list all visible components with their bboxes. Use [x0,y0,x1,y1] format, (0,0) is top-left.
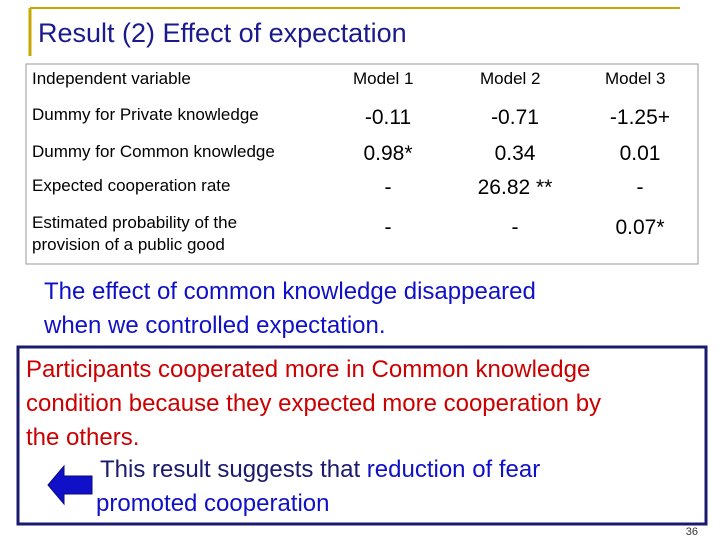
table-cell: 0.34 [494,142,536,165]
table-cell: 0.07* [615,216,665,239]
table-cell: 0.98* [363,142,413,165]
row-label: Estimated probability of the [32,213,238,232]
conclusion-highlight: reduction of fear [366,456,541,483]
table-cell: 26.82 ** [477,176,553,199]
table-cell: 0.01 [619,142,661,165]
table-header: Model 3 [605,69,666,88]
table-header: Model 1 [353,69,414,88]
page-number: 36 [685,526,698,538]
box-line: the others. [26,424,140,451]
table-cell: - [384,176,392,199]
row-label: Dummy for Common knowledge [32,142,275,161]
table-header: Model 2 [480,69,541,88]
table-cell: -0.11 [364,106,412,129]
conclusion-box [16,345,708,526]
arrow-icon [47,464,93,506]
row-label: Expected cooperation rate [32,176,231,195]
table-header: Independent variable [32,69,191,88]
table-cell: - [636,176,644,199]
note-line: The effect of common knowledge disappear… [44,278,536,305]
slide-title: Result (2) Effect of expectation [38,18,407,48]
box-line: Participants cooperated more in Common k… [26,356,591,383]
conclusion-line: promoted cooperation [96,490,330,517]
box-line: condition because they expected more coo… [26,390,602,417]
row-label: provision of a public good [32,235,225,254]
table-border [25,63,699,265]
row-label: Dummy for Private knowledge [32,105,259,124]
note-line: when we controlled expectation. [44,312,386,339]
conclusion-prefix: This result suggests that [100,456,367,483]
table-cell: - [384,216,392,239]
conclusion-line: This result suggests that reduction of f… [100,456,540,484]
table-cell: -0.71 [491,106,539,129]
table-cell: -1.25+ [609,106,671,129]
table-cell: - [511,216,519,239]
